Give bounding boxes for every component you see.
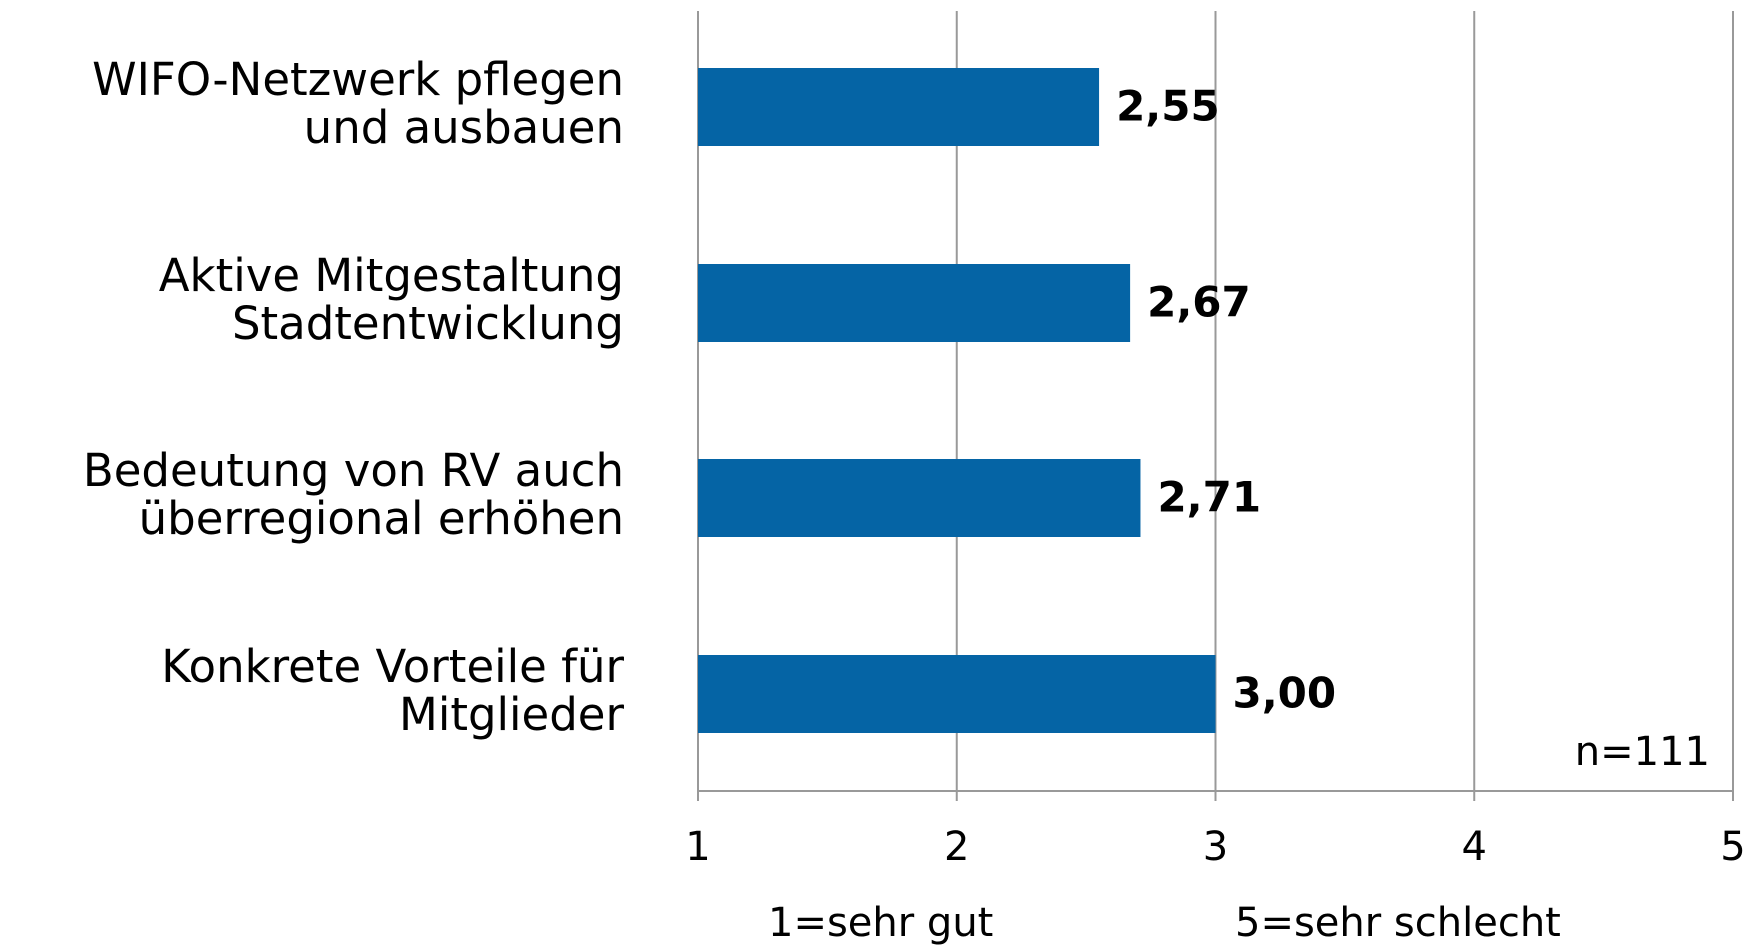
x-tick-label: 4 — [1462, 824, 1487, 870]
x-tick-label: 2 — [944, 824, 969, 870]
scale-note: 5=sehr schlecht — [1235, 900, 1561, 945]
y-tick-label: Konkrete Vorteile für — [161, 640, 624, 693]
y-tick-label: Stadtentwicklung — [232, 297, 624, 350]
bar — [698, 655, 1216, 733]
data-label: 2,67 — [1147, 278, 1251, 327]
bar — [698, 68, 1100, 146]
bar — [698, 459, 1141, 537]
y-tick-label: überregional erhöhen — [139, 492, 624, 545]
sample-size: n=111 — [1575, 729, 1710, 775]
y-tick-label: WIFO-Netzwerk pflegen — [92, 53, 624, 106]
y-tick-label: Mitglieder — [399, 688, 624, 741]
y-tick-label: Bedeutung von RV auch — [83, 444, 624, 497]
y-tick-label: und ausbauen — [304, 101, 624, 154]
bar — [698, 264, 1131, 342]
x-tick-label: 3 — [1203, 824, 1228, 870]
y-tick-label: Aktive Mitgestaltung — [159, 249, 624, 302]
data-label: 2,71 — [1157, 473, 1261, 522]
x-tick-label: 5 — [1720, 824, 1745, 870]
data-label: 2,55 — [1116, 82, 1220, 131]
x-tick-label: 1 — [685, 824, 710, 870]
scale-note: 1=sehr gut — [768, 900, 993, 945]
data-label: 3,00 — [1233, 669, 1337, 718]
